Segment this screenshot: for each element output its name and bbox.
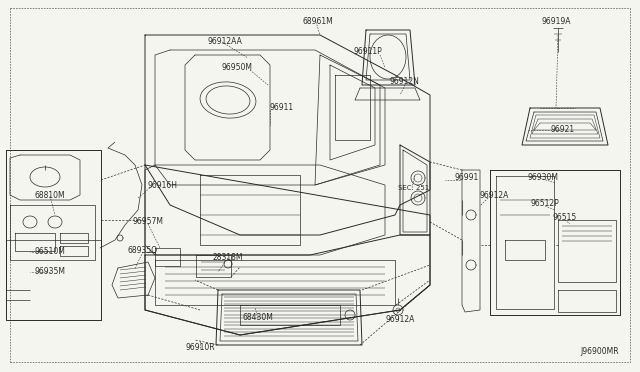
Text: 96912A: 96912A — [479, 192, 509, 201]
Text: 96911P: 96911P — [354, 48, 382, 57]
Text: 96916H: 96916H — [147, 182, 177, 190]
Text: 68810M: 68810M — [35, 192, 65, 201]
Text: 96912AA: 96912AA — [207, 38, 243, 46]
Text: 96910R: 96910R — [185, 343, 215, 353]
Text: 68430M: 68430M — [243, 314, 273, 323]
Text: 96950M: 96950M — [221, 64, 253, 73]
Text: J96900MR: J96900MR — [580, 347, 620, 356]
Text: 96921: 96921 — [551, 125, 575, 135]
Text: 96935M: 96935M — [35, 267, 65, 276]
Text: 96957M: 96957M — [132, 218, 163, 227]
Text: 68961M: 68961M — [303, 17, 333, 26]
Text: 96912A: 96912A — [385, 315, 415, 324]
Text: 96911: 96911 — [270, 103, 294, 112]
Text: 96991: 96991 — [455, 173, 479, 183]
Text: 96919A: 96919A — [541, 17, 571, 26]
Text: 96510M: 96510M — [35, 247, 65, 257]
Text: SEC. 251: SEC. 251 — [398, 185, 429, 191]
Text: 68935Q: 68935Q — [128, 246, 158, 254]
Text: 96930M: 96930M — [527, 173, 559, 183]
Text: 96512P: 96512P — [531, 199, 559, 208]
Text: 96912N: 96912N — [389, 77, 419, 87]
Text: 28318M: 28318M — [212, 253, 243, 263]
Text: 96515: 96515 — [553, 214, 577, 222]
